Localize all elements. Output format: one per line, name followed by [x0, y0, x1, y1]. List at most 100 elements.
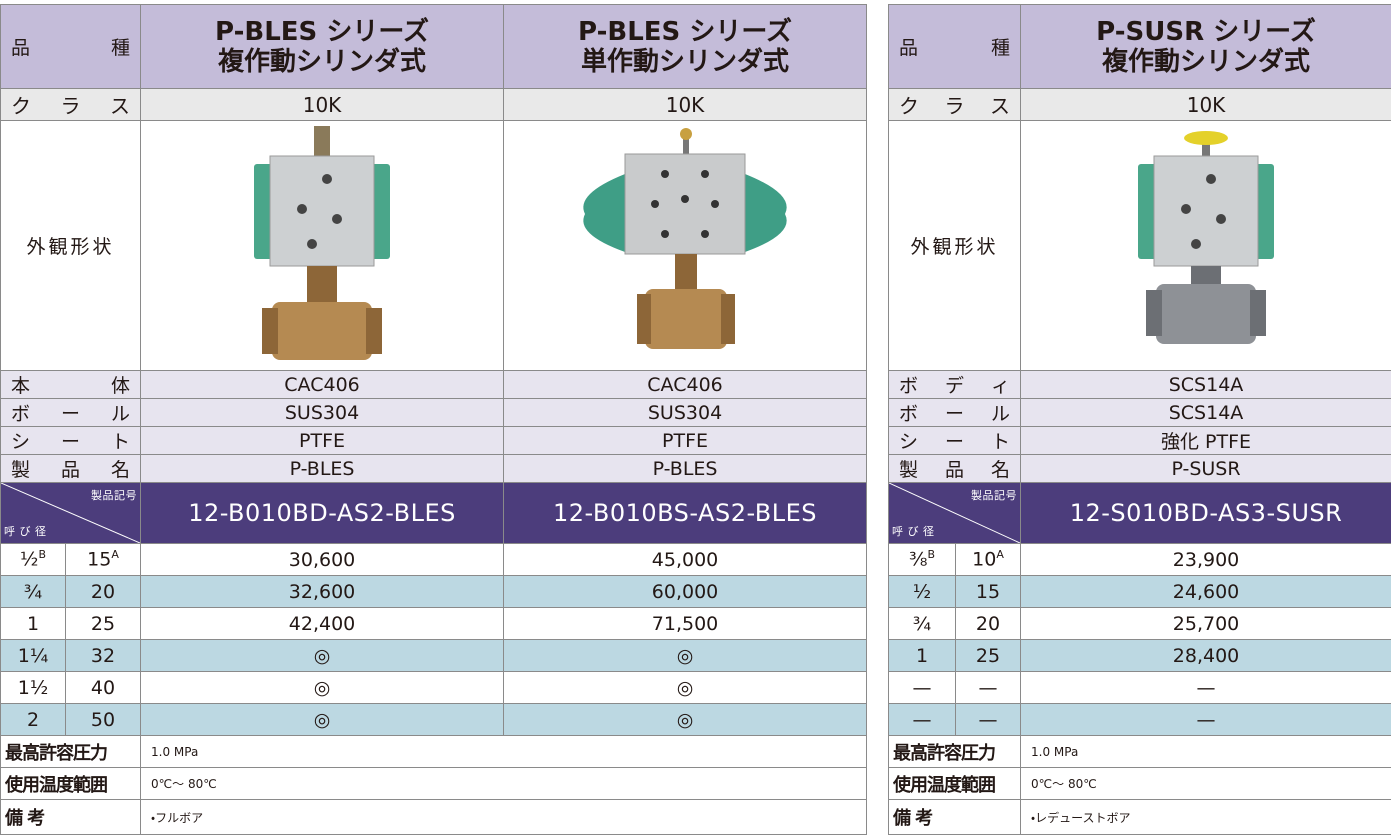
- mm: 50: [91, 709, 115, 731]
- code-header-top: 製品記号: [971, 487, 1017, 503]
- valve-shape: [1154, 156, 1258, 266]
- size-inch: 1¼: [1, 640, 66, 672]
- valve-shape: [1191, 266, 1221, 284]
- code-header-bottom: 呼 び 径: [892, 523, 935, 539]
- size-inch: ⅜B: [889, 544, 956, 576]
- price: 42,400: [141, 608, 504, 640]
- mm: —: [979, 709, 998, 731]
- size-mm: 25: [66, 608, 141, 640]
- spec-value: SCS14A: [1021, 371, 1391, 399]
- price: 28,400: [1021, 640, 1391, 672]
- product-type: 複作動シリンダ式: [1021, 47, 1391, 77]
- valve-shape: [645, 289, 727, 349]
- inch: 1½: [18, 677, 49, 699]
- footer-value: 1.0 MPa: [1021, 736, 1391, 768]
- spec-value: CAC406: [141, 371, 504, 399]
- row: 備 考・レデューストボア: [889, 800, 1391, 835]
- row-label: 本 体: [1, 371, 141, 399]
- spec-value: SUS304: [141, 399, 504, 427]
- footer-label: 備 考: [1, 800, 141, 835]
- valve-shape: [701, 230, 709, 238]
- footer-label: 使用温度範囲: [1, 768, 141, 800]
- row-label: シ ー ト: [1, 427, 141, 455]
- price: 60,000: [504, 576, 867, 608]
- spec-value: SUS304: [504, 399, 867, 427]
- row: 備 考・フルボア: [1, 800, 867, 835]
- valve-shape: [1216, 214, 1226, 224]
- valve-shape: [322, 174, 332, 184]
- valve-shape: [651, 200, 659, 208]
- code-header-bottom: 呼 び 径: [4, 523, 47, 539]
- valve-shape: [583, 174, 625, 252]
- size-mm: —: [956, 704, 1021, 736]
- price: ◎: [141, 672, 504, 704]
- size-inch: 2: [1, 704, 66, 736]
- row-label: 品 種: [889, 5, 1021, 89]
- inch: ¾: [24, 581, 42, 603]
- class-value: 10K: [141, 89, 504, 121]
- footer-label: 使用温度範囲: [889, 768, 1021, 800]
- row-label: シ ー ト: [889, 427, 1021, 455]
- valve-shape: [675, 254, 697, 294]
- footer-label: 最高許容圧力: [889, 736, 1021, 768]
- spec-value: P-BLES: [504, 455, 867, 483]
- row-label: ボ デ ィ: [889, 371, 1021, 399]
- size-inch: ½B: [1, 544, 66, 576]
- valve-shape: [1191, 239, 1201, 249]
- size-inch: —: [889, 704, 956, 736]
- valve-shape: [1181, 204, 1191, 214]
- row-label: ボ ー ル: [889, 399, 1021, 427]
- valve-shape: [332, 214, 342, 224]
- valve-shape: [637, 294, 651, 344]
- size-inch: 1½: [1, 672, 66, 704]
- footer-value: 0℃～ 80℃: [141, 768, 867, 800]
- price: ◎: [504, 704, 867, 736]
- size-mm: 20: [956, 608, 1021, 640]
- footer-value: ・レデューストボア: [1021, 800, 1391, 835]
- size-inch: ¾: [889, 608, 956, 640]
- appearance: [141, 121, 504, 371]
- size-mm: 25: [956, 640, 1021, 672]
- inch-unit: B: [38, 548, 46, 561]
- valve-shape: [297, 204, 307, 214]
- row: シ ー ト強化 PTFE: [889, 427, 1391, 455]
- mm: 20: [976, 613, 1000, 635]
- inch: 1¼: [18, 645, 49, 667]
- mm-unit: A: [111, 548, 119, 561]
- valve-shape: [681, 195, 689, 203]
- price: —: [1021, 704, 1391, 736]
- spec-value: SCS14A: [1021, 399, 1391, 427]
- inch: 1: [27, 613, 39, 635]
- valve-shape: [711, 200, 719, 208]
- valve-shape: [314, 126, 330, 156]
- size-inch: —: [889, 672, 956, 704]
- price: ◎: [504, 640, 867, 672]
- mm-unit: A: [996, 548, 1004, 561]
- inch: ⅜: [909, 549, 927, 571]
- valve-shape: [262, 308, 278, 354]
- row-label: ク ラ ス: [1, 89, 141, 121]
- spec-value: 強化 PTFE: [1021, 427, 1391, 455]
- row-label: 外観形状: [889, 121, 1021, 371]
- valve-shape: [680, 128, 692, 140]
- size-mm: —: [956, 672, 1021, 704]
- spec-value: CAC406: [504, 371, 867, 399]
- valve-shape: [272, 302, 372, 360]
- size-mm: 20: [66, 576, 141, 608]
